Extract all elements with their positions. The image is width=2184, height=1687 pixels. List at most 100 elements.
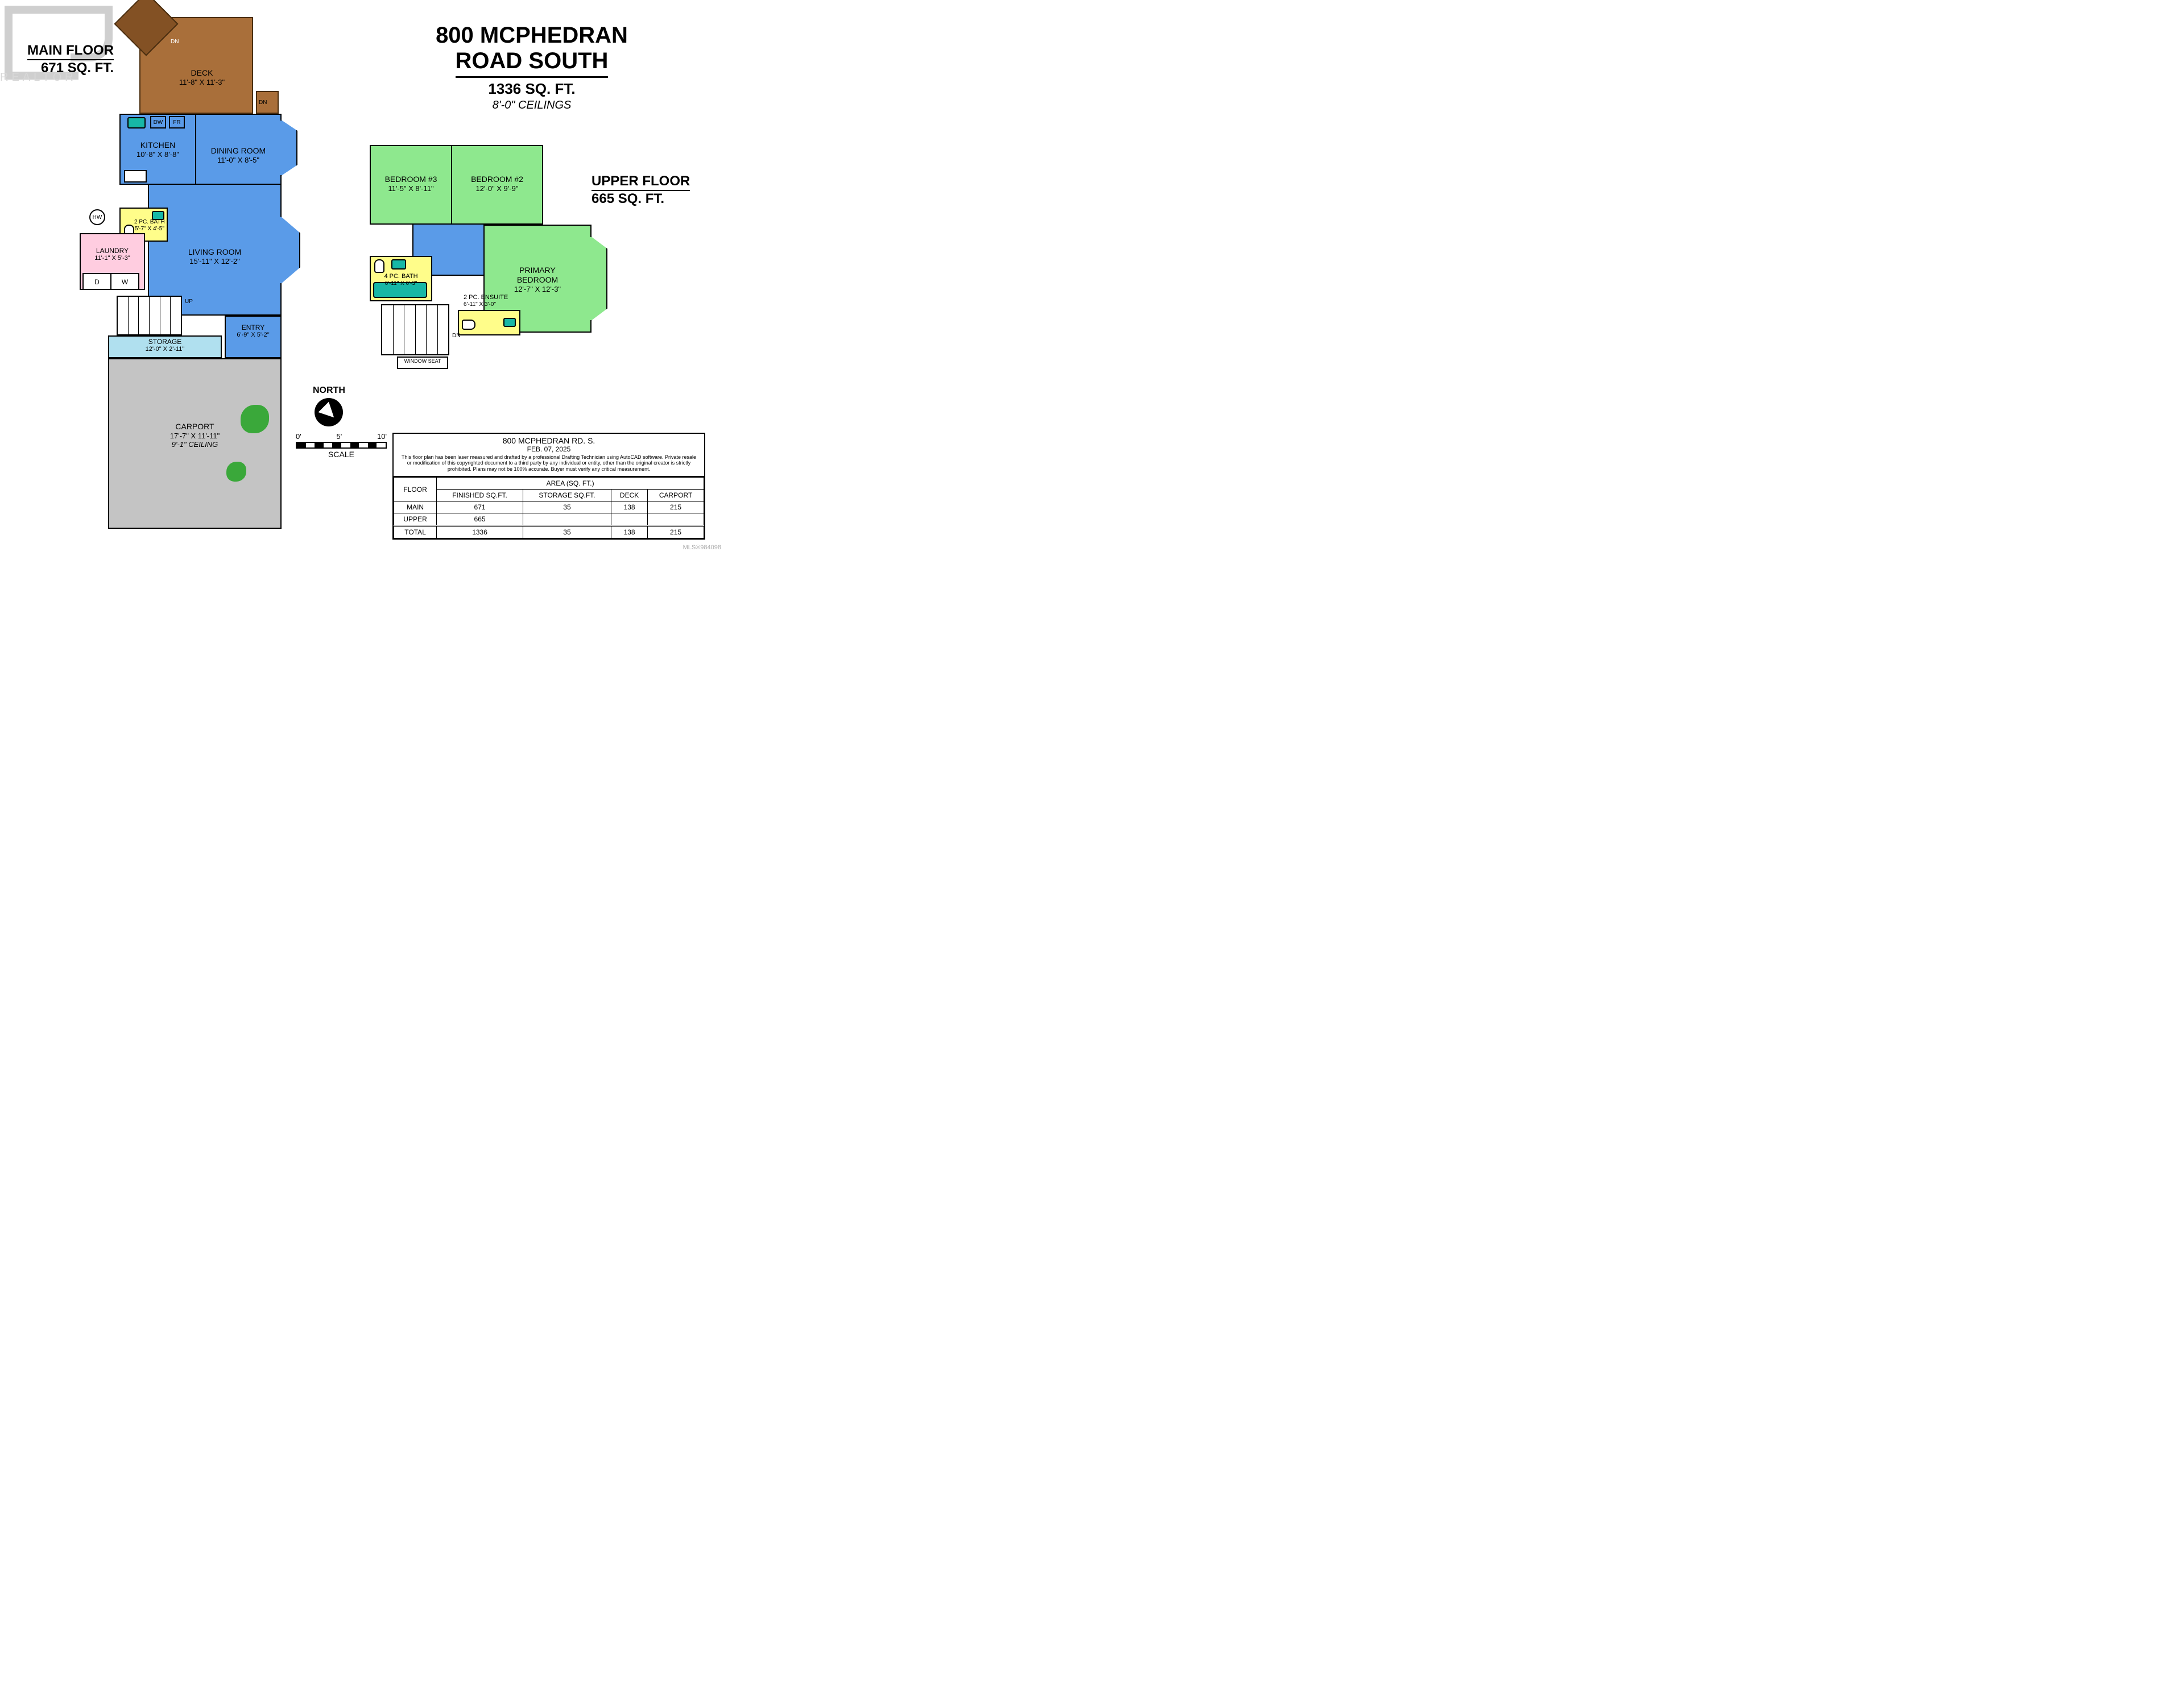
carport-room: CARPORT 17'-7" X 11'-11" 9'-1" CEILING bbox=[108, 358, 282, 529]
ensuite-name: 2 PC. ENSUITE bbox=[464, 294, 508, 301]
row-main-carport: 215 bbox=[648, 501, 704, 513]
dining-bay-window bbox=[280, 119, 297, 176]
storage-room: STORAGE 12'-0" X 2'-11" bbox=[108, 335, 222, 358]
deck-dim: 11'-8" X 11'-3" bbox=[168, 78, 236, 87]
window-seat-label: WINDOW SEAT bbox=[397, 357, 448, 369]
bedroom3-room: BEDROOM #3 11'-5" X 8'-11" bbox=[370, 145, 452, 225]
bath-name: 2 PC. BATH bbox=[134, 219, 165, 226]
table-row: TOTAL 1336 35 138 215 bbox=[394, 526, 704, 538]
deck-room bbox=[139, 17, 253, 114]
primary-name-1: PRIMARY bbox=[485, 266, 590, 275]
deck-dn2: DN bbox=[259, 100, 267, 106]
col-floor: FLOOR bbox=[394, 478, 437, 501]
deck-name: DECK bbox=[168, 68, 236, 78]
living-bay-window bbox=[280, 216, 300, 284]
col-finished: FINISHED SQ.FT. bbox=[437, 490, 523, 501]
row-total-finished: 1336 bbox=[437, 526, 523, 538]
scale-tick-10: 10' bbox=[377, 432, 387, 441]
scale-strip-icon bbox=[296, 442, 387, 449]
dining-dim: 11'-0" X 8'-5" bbox=[196, 156, 280, 165]
info-date: FEB. 07, 2025 bbox=[397, 445, 701, 453]
address-line1: 800 MCPHEDRAN bbox=[404, 23, 660, 48]
row-main-label: MAIN bbox=[394, 501, 437, 513]
ceiling-height: 8'-0" CEILINGS bbox=[404, 99, 660, 112]
bed3-dim: 11'-5" X 8'-11" bbox=[371, 184, 451, 193]
stairs-up-label: UP bbox=[185, 299, 193, 305]
info-address: 800 MCPHEDRAN RD. S. bbox=[397, 436, 701, 445]
bath4-toilet-icon bbox=[374, 259, 384, 273]
laundry-dim: 11'-1" X 5'-3" bbox=[81, 255, 144, 262]
bed3-name: BEDROOM #3 bbox=[371, 175, 451, 184]
info-box: 800 MCPHEDRAN RD. S. FEB. 07, 2025 This … bbox=[392, 433, 705, 540]
bath-dim: 5'-7" X 4'-5" bbox=[134, 226, 165, 233]
storage-dim: 12'-0" X 2'-11" bbox=[109, 346, 221, 353]
north-arrow-icon bbox=[318, 402, 340, 423]
main-stairs bbox=[117, 296, 182, 335]
bath-4pc-room: 4 PC. BATH 6'-11" X 6'-3" bbox=[370, 256, 432, 301]
primary-name-2: BEDROOM bbox=[485, 275, 590, 285]
deck-corner-icon bbox=[114, 0, 178, 56]
row-upper-label: UPPER bbox=[394, 513, 437, 526]
table-row: MAIN 671 35 138 215 bbox=[394, 501, 704, 513]
bath4-sink-icon bbox=[391, 259, 406, 270]
scale-tick-0: 0' bbox=[296, 432, 301, 441]
north-indicator: NORTH bbox=[313, 386, 345, 426]
storage-name: STORAGE bbox=[109, 338, 221, 346]
row-upper-storage bbox=[523, 513, 611, 526]
row-total-deck: 138 bbox=[611, 526, 648, 538]
north-label: NORTH bbox=[313, 386, 345, 395]
kitchen-room: DW FR KITCHEN 10'-8" X 8'-8" bbox=[119, 114, 196, 185]
kitchen-name: KITCHEN bbox=[121, 140, 195, 150]
dining-room: DINING ROOM 11'-0" X 8'-5" bbox=[196, 114, 282, 185]
col-storage: STORAGE SQ.FT. bbox=[523, 490, 611, 501]
row-upper-finished: 665 bbox=[437, 513, 523, 526]
col-deck: DECK bbox=[611, 490, 648, 501]
scale-label: SCALE bbox=[296, 450, 387, 459]
ensuite-dim: 6'-11" X 3'-0" bbox=[464, 301, 508, 308]
row-main-finished: 671 bbox=[437, 501, 523, 513]
row-upper-carport bbox=[648, 513, 704, 526]
plant-icon bbox=[241, 405, 269, 433]
bath4-dim: 6'-11" X 6'-3" bbox=[371, 280, 431, 287]
dining-name: DINING ROOM bbox=[196, 146, 280, 156]
row-upper-deck bbox=[611, 513, 648, 526]
ensuite-toilet-icon bbox=[462, 320, 475, 330]
washer-dryer-icon: D W bbox=[82, 273, 139, 290]
compass-icon bbox=[315, 398, 343, 426]
entry-name: ENTRY bbox=[226, 324, 280, 331]
table-row: UPPER 665 bbox=[394, 513, 704, 526]
scale-bar: 0' 5' 10' SCALE bbox=[296, 432, 387, 459]
kitchen-sink-icon bbox=[127, 117, 146, 129]
stove-icon bbox=[124, 170, 147, 183]
upper-stairs bbox=[381, 304, 449, 355]
living-name: LIVING ROOM bbox=[149, 247, 280, 257]
row-total-storage: 35 bbox=[523, 526, 611, 538]
col-carport: CARPORT bbox=[648, 490, 704, 501]
plant-icon bbox=[226, 462, 246, 482]
fridge-icon: FR bbox=[169, 116, 185, 129]
upper-floor-label: UPPER FLOOR 665 SQ. FT. bbox=[592, 173, 705, 207]
ensuite-room bbox=[458, 310, 520, 335]
property-header: 800 MCPHEDRAN ROAD SOUTH 1336 SQ. FT. 8'… bbox=[404, 23, 660, 112]
bed2-name: BEDROOM #2 bbox=[452, 175, 542, 184]
primary-bay-window bbox=[590, 236, 607, 321]
hot-water-icon: HW bbox=[89, 209, 105, 225]
ensuite-label: 2 PC. ENSUITE 6'-11" X 3'-0" bbox=[464, 294, 508, 308]
primary-dim: 12'-7" X 12'-3" bbox=[485, 285, 590, 294]
entry-room: ENTRY 6'-9" X 5'-2" bbox=[225, 316, 282, 358]
ensuite-sink-icon bbox=[503, 318, 516, 327]
main-floor-plan: DN DN DECK 11'-8" X 11'-3" DW FR KITCHEN… bbox=[65, 17, 321, 534]
row-main-deck: 138 bbox=[611, 501, 648, 513]
carport-ceiling: 9'-1" CEILING bbox=[109, 440, 280, 449]
dishwasher-icon: DW bbox=[150, 116, 166, 129]
area-header: AREA (SQ. FT.) bbox=[437, 478, 704, 490]
area-table: FLOOR AREA (SQ. FT.) FINISHED SQ.FT. STO… bbox=[394, 477, 704, 538]
row-main-storage: 35 bbox=[523, 501, 611, 513]
dryer-box: D bbox=[84, 274, 111, 289]
washer-box: W bbox=[111, 274, 138, 289]
total-sqft: 1336 SQ. FT. bbox=[404, 80, 660, 98]
upper-floor-plan: BEDROOM #3 11'-5" X 8'-11" BEDROOM #2 12… bbox=[370, 145, 609, 395]
kitchen-dim: 10'-8" X 8'-8" bbox=[121, 150, 195, 159]
address-line2: ROAD SOUTH bbox=[456, 48, 609, 78]
bedroom2-room: BEDROOM #2 12'-0" X 9'-9" bbox=[452, 145, 543, 225]
